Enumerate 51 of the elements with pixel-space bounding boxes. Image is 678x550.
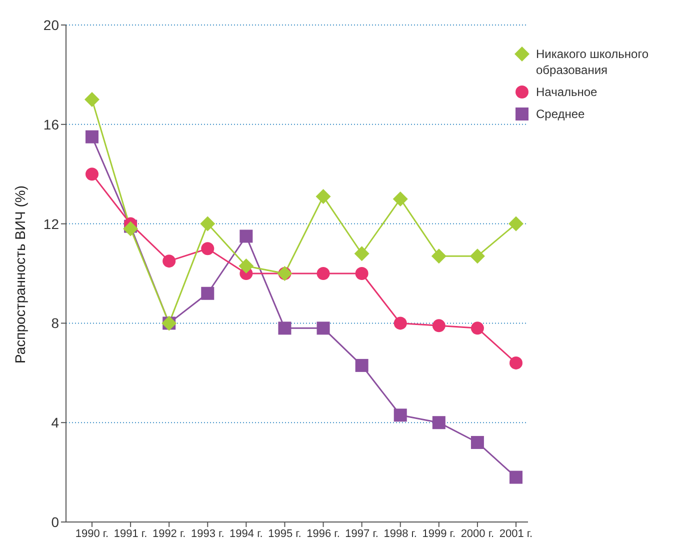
point	[432, 319, 446, 332]
legend-label: Никакого школьного образования	[536, 46, 650, 78]
legend-label: Среднее	[536, 106, 585, 122]
x-tick-label: 2001 г.	[499, 528, 533, 540]
y-tick-label: 8	[51, 315, 60, 332]
point	[86, 130, 98, 144]
point	[470, 436, 484, 449]
point	[278, 322, 292, 335]
point	[394, 408, 407, 422]
x-tick-label: 1991 г.	[114, 528, 148, 540]
point	[316, 322, 330, 335]
x-tick-label: 1995 г.	[268, 528, 302, 540]
point	[316, 188, 331, 204]
x-tick-label: 1996 г.	[306, 528, 340, 540]
point	[355, 358, 368, 372]
point	[200, 216, 216, 232]
point	[86, 168, 98, 181]
point	[84, 92, 100, 108]
point	[392, 191, 408, 206]
y-tick-label: 12	[43, 216, 60, 232]
x-tick-label: 1999 г.	[422, 528, 456, 540]
x-tick-label: 1994 г.	[230, 528, 263, 540]
point	[394, 316, 407, 330]
point	[316, 267, 330, 280]
y-tick-label: 0	[51, 514, 60, 530]
point	[355, 267, 368, 280]
point	[354, 246, 370, 262]
y-axis-title: Распространность ВИЧ (%)	[12, 185, 28, 364]
point	[240, 230, 253, 243]
y-tick-label: 4	[51, 414, 60, 431]
x-tick-label: 1992 г.	[152, 528, 186, 540]
point	[470, 248, 485, 264]
x-tick-label: 2000 г.	[460, 528, 494, 540]
legend-label: Начальное	[536, 84, 598, 100]
x-tick-label: 1998 г.	[384, 528, 417, 540]
point	[431, 248, 446, 264]
point	[201, 242, 214, 256]
point	[201, 286, 214, 300]
y-tick-label: 20	[43, 16, 60, 33]
x-tick-label: 1997 г.	[345, 528, 378, 540]
y-tick-label: 16	[43, 116, 60, 132]
point	[162, 254, 176, 268]
point	[508, 216, 524, 232]
point	[432, 416, 446, 430]
x-tick-label: 1993 г.	[191, 528, 224, 540]
point	[510, 356, 522, 370]
point	[470, 322, 484, 335]
x-tick-label: 1990 г.	[75, 528, 109, 540]
point	[510, 470, 522, 484]
point	[238, 258, 254, 274]
point	[123, 221, 138, 236]
